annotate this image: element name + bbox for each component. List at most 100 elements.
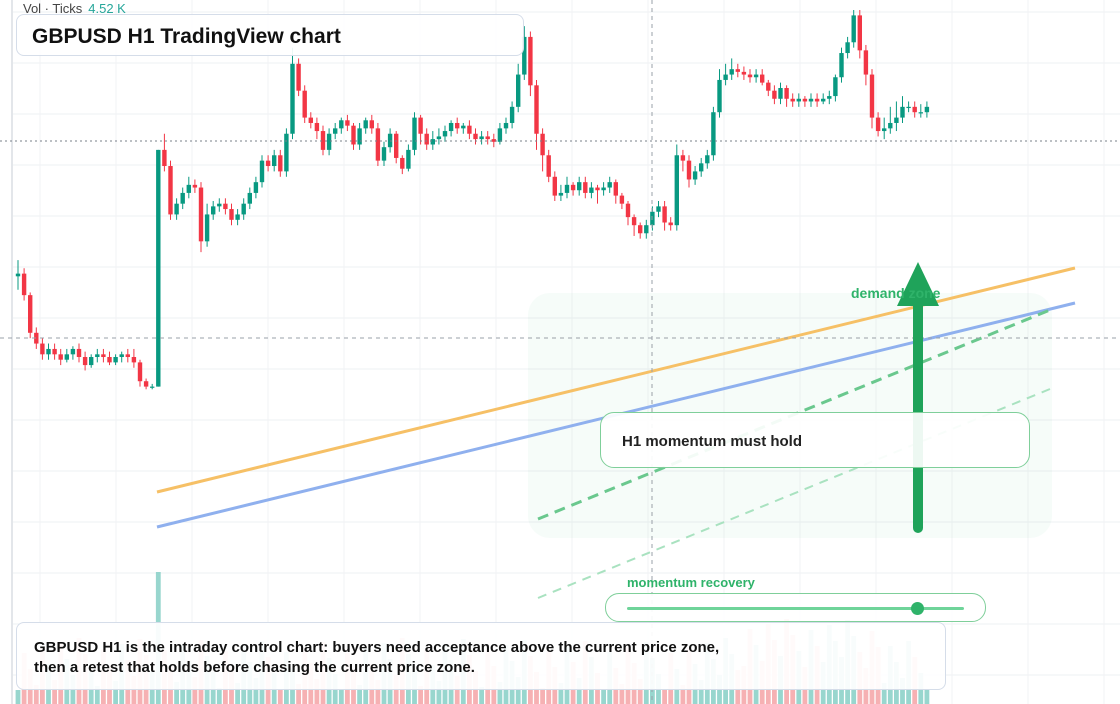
- candle: [302, 85, 307, 123]
- candle: [534, 79, 539, 150]
- candle: [827, 90, 832, 105]
- candle: [662, 200, 667, 231]
- candle: [546, 149, 551, 183]
- candle: [241, 198, 246, 220]
- volume-bar: [680, 685, 686, 704]
- volume-bar: [33, 685, 39, 704]
- volume-bar: [253, 678, 259, 704]
- chart-title-card: GBPUSD H1 TradingView chart: [16, 14, 524, 56]
- momentum-recovery-label: momentum recovery: [627, 575, 755, 590]
- candle: [613, 179, 618, 204]
- candle: [564, 176, 570, 199]
- candle: [76, 343, 82, 363]
- volume-bar: [900, 678, 905, 704]
- volume-bar: [174, 682, 179, 704]
- volume-bar: [619, 684, 625, 704]
- candle: [15, 260, 21, 290]
- candle: [509, 101, 515, 129]
- candle: [150, 383, 155, 390]
- candle: [552, 171, 557, 201]
- slider-thumb[interactable]: [910, 602, 924, 615]
- momentum-recovery-slider[interactable]: [605, 593, 986, 622]
- summary-card: GBPUSD H1 is the intraday control chart:…: [16, 622, 946, 690]
- candle: [430, 131, 435, 150]
- candle: [802, 96, 808, 107]
- candle: [912, 101, 917, 118]
- chart-title: GBPUSD H1 TradingView chart: [32, 25, 341, 48]
- candle: [875, 112, 881, 137]
- candle: [674, 144, 679, 231]
- volume-bar: [540, 688, 545, 704]
- candle: [869, 69, 875, 129]
- candle: [619, 192, 625, 210]
- candle: [162, 133, 167, 172]
- candle: [290, 47, 295, 140]
- candle: [558, 184, 564, 201]
- candle: [198, 182, 204, 253]
- candle: [28, 292, 33, 339]
- candle: [851, 10, 856, 48]
- candle: [760, 69, 765, 86]
- candle: [741, 66, 747, 80]
- candle: [577, 176, 582, 196]
- candle: [668, 217, 673, 231]
- candle: [70, 346, 76, 360]
- candle: [882, 117, 887, 140]
- volume-bar: [277, 689, 283, 704]
- candles: [15, 10, 930, 390]
- candle: [723, 63, 728, 86]
- candle: [64, 348, 69, 363]
- candle: [253, 176, 259, 199]
- volume-legend: Vol · Ticks 4.52 K: [23, 1, 126, 16]
- candle: [375, 122, 381, 167]
- volume-bar: [515, 677, 521, 704]
- candle: [839, 47, 844, 83]
- candle: [790, 93, 795, 107]
- volume-bar: [235, 683, 240, 704]
- candle: [314, 117, 320, 140]
- trendline-green-faint: [537, 388, 1051, 599]
- volume-bar: [94, 686, 100, 704]
- candle: [217, 198, 222, 212]
- candle: [656, 200, 661, 218]
- candle: [516, 63, 521, 113]
- candle: [143, 378, 149, 390]
- candle: [461, 122, 466, 134]
- summary-text: GBPUSD H1 is the intraday control chart:…: [34, 639, 720, 676]
- candle: [211, 200, 216, 220]
- demand-zone-label: demand zone: [851, 285, 941, 301]
- candle: [583, 176, 588, 199]
- candle: [699, 157, 704, 177]
- candle: [442, 125, 448, 142]
- volume-bar: [375, 680, 381, 704]
- candle: [278, 149, 283, 177]
- candle: [156, 149, 161, 387]
- candle: [363, 117, 368, 134]
- candle: [125, 348, 130, 363]
- volume-bar: [881, 683, 887, 704]
- candle: [400, 155, 405, 175]
- candle: [906, 101, 911, 113]
- volume-bar: [454, 676, 460, 704]
- candle: [753, 69, 759, 83]
- candle: [137, 359, 143, 387]
- volume-bar: [436, 681, 442, 704]
- candle: [223, 198, 228, 215]
- momentum-callout: H1 momentum must hold: [600, 412, 1030, 468]
- volume-bar: [662, 690, 667, 704]
- candle: [448, 120, 454, 137]
- candle: [778, 82, 783, 105]
- candle: [119, 351, 124, 363]
- candle: [95, 348, 100, 363]
- candle: [326, 128, 332, 156]
- candle: [497, 122, 503, 145]
- volume-bar: [113, 681, 118, 704]
- candle: [479, 131, 484, 145]
- slider-track[interactable]: [627, 607, 964, 610]
- candle: [339, 117, 344, 134]
- candle: [113, 354, 118, 366]
- candle: [607, 176, 612, 193]
- candle: [808, 93, 814, 107]
- candle: [631, 214, 637, 236]
